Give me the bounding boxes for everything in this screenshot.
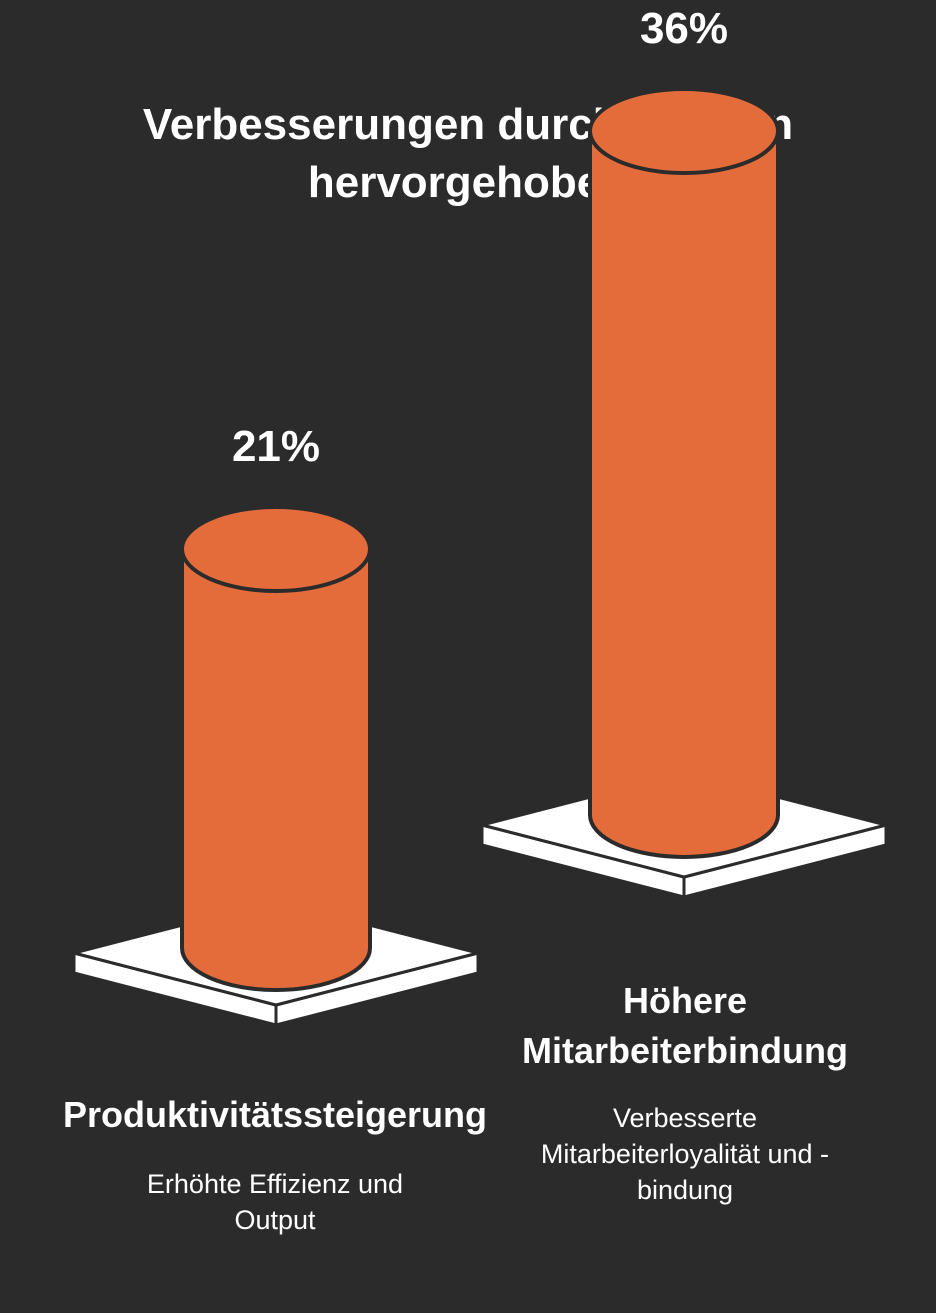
value-label-2: 36%	[640, 4, 728, 53]
value-label-1: 21%	[232, 422, 320, 471]
category-description-productivity: Erhöhte Effizienz und Output	[146, 1169, 404, 1235]
bar-body-2	[588, 129, 780, 859]
bar-top-1	[180, 505, 372, 593]
category-label-retention: Höhere Mitarbeiterbindung	[522, 980, 848, 1071]
bar-top-2	[588, 87, 780, 175]
category-label-productivity: Produktivitätssteigerung	[62, 1094, 488, 1135]
bar-body-1	[180, 547, 372, 992]
bar-group-1: 21%	[72, 422, 480, 1027]
bar-group-2: 36%	[480, 4, 888, 899]
category-description-retention: Verbesserte Mitarbeiterloyalität und -bi…	[540, 1103, 830, 1205]
